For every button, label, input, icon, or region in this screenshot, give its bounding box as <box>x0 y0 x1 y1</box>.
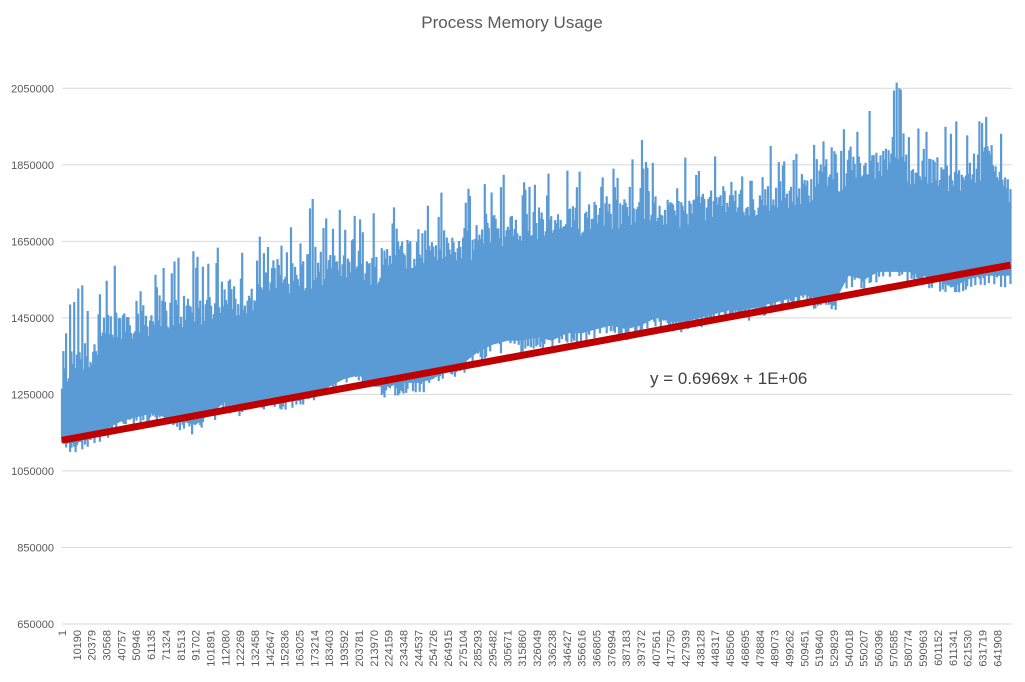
x-tick-label: 305671 <box>502 630 514 667</box>
x-tick-label: 234348 <box>399 630 411 667</box>
x-tick-label: 621530 <box>963 630 975 667</box>
x-tick-label: 244537 <box>413 630 425 667</box>
x-tick-label: 417750 <box>666 630 678 667</box>
x-tick-label: 132458 <box>250 630 262 667</box>
x-tick-label: 326049 <box>532 630 544 667</box>
x-tick-label: 275104 <box>458 630 470 667</box>
y-tick-label: 1050000 <box>11 466 54 478</box>
x-tick-label: 387183 <box>621 630 633 667</box>
x-tick-label: 30568 <box>102 630 114 661</box>
x-tick-label: 224159 <box>384 630 396 667</box>
x-tick-label: 366805 <box>592 630 604 667</box>
x-tick-label: 285293 <box>473 630 485 667</box>
x-tick-label: 20379 <box>87 630 99 661</box>
x-tick-label: 1 <box>57 630 69 636</box>
x-tick-label: 580774 <box>903 630 915 667</box>
trendline-equation: y = 0.6969x + 1E+06 <box>650 369 807 388</box>
x-tick-label: 152836 <box>280 630 292 667</box>
x-tick-label: 264915 <box>443 630 455 667</box>
trendline <box>61 261 1012 444</box>
x-tick-label: 101891 <box>206 630 218 667</box>
x-tick-label: 478884 <box>755 630 767 667</box>
x-axis-ticks: 1 10190 20379 30568 40757 50946 61135 71324 8151… <box>57 630 1004 667</box>
x-tick-label: 427939 <box>681 630 693 667</box>
x-tick-label: 550207 <box>859 630 871 667</box>
x-tick-label: 590963 <box>918 630 930 667</box>
x-tick-label: 397372 <box>636 630 648 667</box>
x-tick-label: 458506 <box>725 630 737 667</box>
x-tick-label: 641908 <box>992 630 1004 667</box>
x-tick-label: 468695 <box>740 630 752 667</box>
chart-title: Process Memory Usage <box>421 13 602 32</box>
y-tick-label: 1850000 <box>11 160 54 172</box>
x-tick-label: 407561 <box>651 630 663 667</box>
x-tick-label: 193592 <box>339 630 351 667</box>
x-tick-label: 142647 <box>265 630 277 667</box>
y-tick-label: 1250000 <box>11 389 54 401</box>
x-tick-label: 112080 <box>220 630 232 666</box>
y-tick-label: 650000 <box>17 619 54 631</box>
x-tick-label: 336238 <box>547 630 559 667</box>
x-tick-label: 489073 <box>770 630 782 667</box>
x-tick-label: 254726 <box>428 630 440 667</box>
x-tick-label: 499262 <box>785 630 797 667</box>
x-tick-label: 40757 <box>116 630 128 661</box>
x-tick-label: 50946 <box>131 630 143 661</box>
x-tick-label: 529829 <box>829 630 841 667</box>
y-tick-label: 1450000 <box>11 313 54 325</box>
x-tick-label: 10190 <box>72 630 84 661</box>
x-tick-label: 295482 <box>488 630 500 667</box>
x-tick-label: 315860 <box>517 630 529 667</box>
x-tick-label: 376994 <box>606 630 618 667</box>
x-tick-label: 173214 <box>309 630 321 667</box>
x-tick-label: 163025 <box>295 630 307 667</box>
x-tick-label: 519640 <box>814 630 826 667</box>
x-tick-label: 611341 <box>948 630 960 666</box>
x-tick-label: 122269 <box>235 630 247 667</box>
x-tick-label: 509451 <box>799 630 811 667</box>
x-tick-label: 570585 <box>888 630 900 667</box>
x-tick-label: 438128 <box>695 630 707 667</box>
x-tick-label: 81513 <box>176 630 188 661</box>
y-axis-ticks: 650000 850000 1050000 1250000 1450000 1650000… <box>11 83 54 631</box>
x-tick-label: 631719 <box>977 630 989 667</box>
x-tick-label: 61135 <box>146 630 158 660</box>
x-tick-label: 356616 <box>577 630 589 667</box>
x-tick-label: 91702 <box>191 630 203 661</box>
x-tick-label: 183403 <box>324 630 336 667</box>
y-tick-label: 1650000 <box>11 236 54 248</box>
memory-series-band <box>62 187 1011 445</box>
x-tick-label: 71324 <box>161 630 173 661</box>
y-tick-label: 850000 <box>17 542 54 554</box>
x-tick-label: 601152 <box>933 630 945 666</box>
x-tick-label: 540018 <box>844 630 856 667</box>
series-area <box>60 82 1012 453</box>
x-tick-label: 346427 <box>562 630 574 667</box>
y-tick-label: 2050000 <box>11 83 54 95</box>
x-tick-label: 560396 <box>874 630 886 667</box>
trendline-group <box>61 261 1012 444</box>
x-tick-label: 203781 <box>354 630 366 667</box>
x-tick-label: 213970 <box>369 630 381 667</box>
x-tick-label: 448317 <box>710 630 722 667</box>
